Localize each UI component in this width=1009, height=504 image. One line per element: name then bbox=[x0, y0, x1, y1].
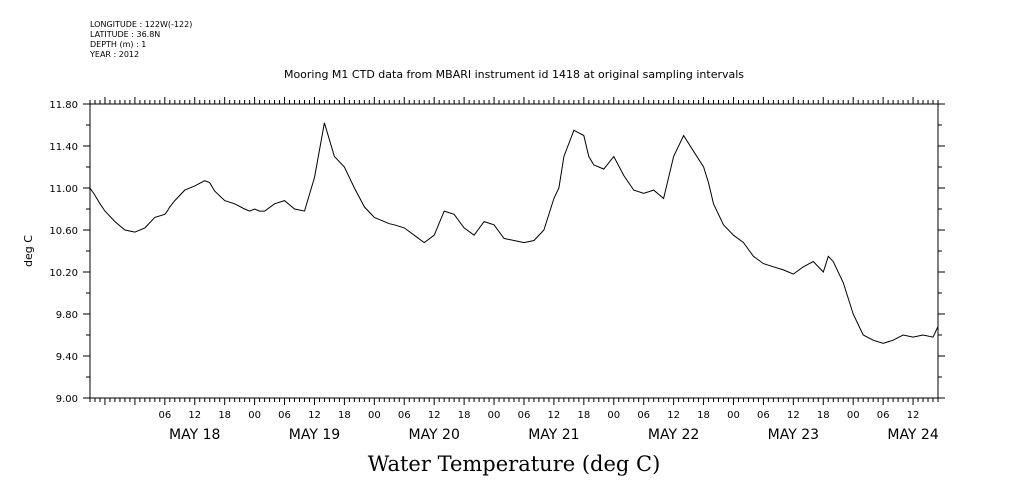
day-label: MAY 20 bbox=[408, 427, 459, 443]
y-tick-label: 9.80 bbox=[56, 310, 78, 321]
x-tick-label: 18 bbox=[577, 410, 590, 421]
day-label: MAY 18 bbox=[169, 427, 220, 443]
x-tick-label: 12 bbox=[907, 410, 920, 421]
x-tick-label: 00 bbox=[368, 410, 381, 421]
depth-label: DEPTH (m) : 1 bbox=[90, 40, 147, 49]
x-tick-label: 12 bbox=[308, 410, 321, 421]
x-tick-label: 12 bbox=[548, 410, 561, 421]
x-tick-label: 18 bbox=[338, 410, 351, 421]
y-tick-label: 9.00 bbox=[56, 394, 78, 405]
axis-ticks bbox=[83, 97, 945, 405]
y-tick-label: 11.80 bbox=[49, 100, 78, 111]
x-tick-label: 06 bbox=[278, 410, 291, 421]
series-line bbox=[89, 122, 939, 344]
year-label: YEAR : 2012 bbox=[90, 50, 140, 59]
x-tick-label: 06 bbox=[877, 410, 890, 421]
day-label: MAY 19 bbox=[289, 427, 340, 443]
y-tick-label: 11.00 bbox=[49, 184, 78, 195]
x-tick-label: 06 bbox=[398, 410, 411, 421]
metadata-block: LONGITUDE : 122W(-122) LATITUDE : 36.8N … bbox=[90, 20, 192, 60]
chart-title: Mooring M1 CTD data from MBARI instrumen… bbox=[283, 68, 745, 81]
x-tick-label: 06 bbox=[158, 410, 171, 421]
x-tick-label: 06 bbox=[757, 410, 770, 421]
x-tick-label: 06 bbox=[518, 410, 531, 421]
x-axis-label: Water Temperature (deg C) bbox=[367, 452, 661, 476]
x-tick-label: 00 bbox=[488, 410, 501, 421]
latitude-label: LATITUDE : 36.8N bbox=[90, 30, 161, 39]
day-label: MAY 22 bbox=[648, 427, 699, 443]
day-label: MAY 24 bbox=[887, 427, 938, 443]
y-axis-label: deg C bbox=[22, 235, 35, 267]
y-tick-label: 11.40 bbox=[49, 142, 78, 153]
x-tick-labels: 06 12 18 00 06 12 18 00 06 12 18 00 06 12 18 00 06 12 18 00… bbox=[158, 410, 919, 421]
x-tick-label: 00 bbox=[607, 410, 620, 421]
x-tick-label: 18 bbox=[458, 410, 471, 421]
x-tick-label: 18 bbox=[697, 410, 710, 421]
y-tick-label: 10.60 bbox=[49, 226, 78, 237]
x-tick-label: 12 bbox=[787, 410, 800, 421]
y-tick-labels: 9.00 9.40 9.80 10.20 10.60 11.00 11.40 11.80 bbox=[49, 100, 78, 405]
x-tick-label: 06 bbox=[637, 410, 650, 421]
x-tick-label: 18 bbox=[817, 410, 830, 421]
longitude-label: LONGITUDE : 122W(-122) bbox=[90, 20, 193, 29]
day-label: MAY 21 bbox=[528, 427, 579, 443]
y-tick-label: 10.20 bbox=[49, 268, 78, 279]
x-tick-label: 18 bbox=[218, 410, 231, 421]
x-tick-label: 00 bbox=[727, 410, 740, 421]
plot-frame bbox=[89, 103, 939, 399]
day-label: MAY 23 bbox=[768, 427, 819, 443]
x-tick-label: 00 bbox=[847, 410, 860, 421]
y-tick-label: 9.40 bbox=[56, 352, 78, 363]
x-tick-label: 12 bbox=[188, 410, 201, 421]
x-tick-label: 12 bbox=[428, 410, 441, 421]
x-tick-label: 12 bbox=[667, 410, 680, 421]
x-tick-label: 00 bbox=[248, 410, 261, 421]
day-labels: MAY 18 MAY 19 MAY 20 MAY 21 MAY 22 MAY 23 MAY … bbox=[169, 427, 939, 443]
